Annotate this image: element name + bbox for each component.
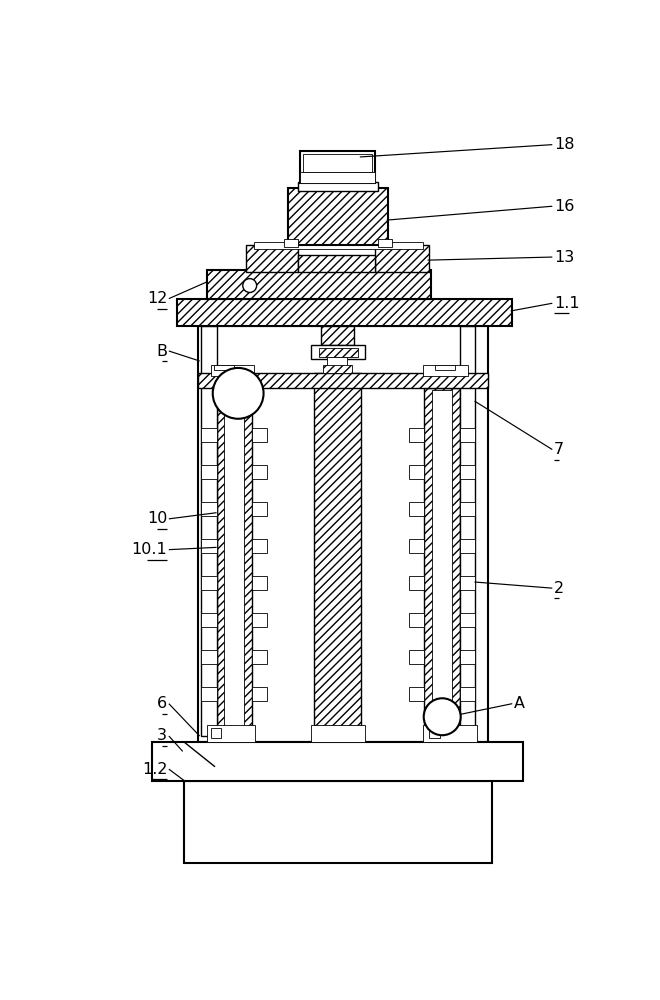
Bar <box>201 465 216 479</box>
Bar <box>409 465 424 479</box>
Bar <box>224 389 244 734</box>
Bar <box>460 326 475 736</box>
Text: 13: 13 <box>554 250 574 265</box>
Bar <box>424 388 460 736</box>
Bar <box>252 539 267 553</box>
Circle shape <box>243 279 257 292</box>
Bar <box>252 613 267 627</box>
Bar <box>460 613 475 627</box>
Bar <box>152 742 523 781</box>
Bar <box>409 687 424 701</box>
Bar <box>201 613 216 627</box>
Bar <box>409 613 424 627</box>
Bar <box>252 687 267 701</box>
Bar <box>201 539 216 553</box>
Bar <box>378 239 392 247</box>
Bar <box>460 576 475 590</box>
Text: 7: 7 <box>554 442 564 457</box>
Bar <box>252 502 267 516</box>
Bar <box>214 365 234 370</box>
Text: 12: 12 <box>147 291 168 306</box>
Bar <box>298 255 375 272</box>
Bar <box>198 373 488 388</box>
Circle shape <box>213 368 263 419</box>
Bar <box>207 725 255 742</box>
Bar <box>460 502 475 516</box>
Bar <box>314 373 362 736</box>
Bar <box>246 245 298 272</box>
Bar <box>409 576 424 590</box>
Bar <box>253 242 423 249</box>
Text: 10: 10 <box>147 511 168 526</box>
Bar <box>216 388 252 736</box>
Bar <box>323 365 352 373</box>
Circle shape <box>424 698 461 735</box>
Bar <box>177 299 512 326</box>
Bar <box>409 428 424 442</box>
Bar <box>460 539 475 553</box>
Bar <box>432 389 452 734</box>
Bar <box>300 172 375 183</box>
Bar <box>211 728 221 738</box>
Bar <box>252 465 267 479</box>
Text: A: A <box>514 696 525 711</box>
Bar <box>312 725 365 742</box>
Text: 3: 3 <box>157 728 168 744</box>
Text: 2: 2 <box>554 581 564 596</box>
Bar <box>319 348 358 357</box>
Bar <box>321 326 354 345</box>
Bar <box>327 357 347 366</box>
Bar <box>460 687 475 701</box>
Bar <box>201 576 216 590</box>
Bar <box>434 365 455 370</box>
Bar <box>423 365 468 376</box>
Bar <box>184 781 492 863</box>
Bar <box>375 245 429 272</box>
Bar <box>460 465 475 479</box>
Bar <box>284 239 298 247</box>
Bar <box>409 539 424 553</box>
Bar <box>252 650 267 664</box>
Bar <box>300 151 375 183</box>
Bar <box>201 687 216 701</box>
Text: 10.1: 10.1 <box>131 542 168 557</box>
Bar <box>252 428 267 442</box>
Bar <box>201 326 216 736</box>
Bar <box>409 502 424 516</box>
Bar <box>409 650 424 664</box>
Bar <box>288 188 388 245</box>
Text: 16: 16 <box>554 199 574 214</box>
Bar <box>298 182 378 191</box>
Text: 18: 18 <box>554 137 574 152</box>
Bar <box>312 345 365 359</box>
Bar <box>303 154 372 172</box>
Bar <box>460 428 475 442</box>
Bar <box>201 650 216 664</box>
Bar <box>429 728 440 738</box>
Text: 6: 6 <box>157 696 168 711</box>
Text: 1.2: 1.2 <box>142 762 168 777</box>
Bar <box>211 365 253 376</box>
Bar <box>460 650 475 664</box>
Bar <box>198 326 488 742</box>
Bar <box>423 725 477 742</box>
Text: 1.1: 1.1 <box>554 296 579 311</box>
Bar <box>252 576 267 590</box>
Bar <box>201 428 216 442</box>
Bar <box>201 502 216 516</box>
Bar <box>207 270 431 299</box>
Text: B: B <box>156 344 168 359</box>
